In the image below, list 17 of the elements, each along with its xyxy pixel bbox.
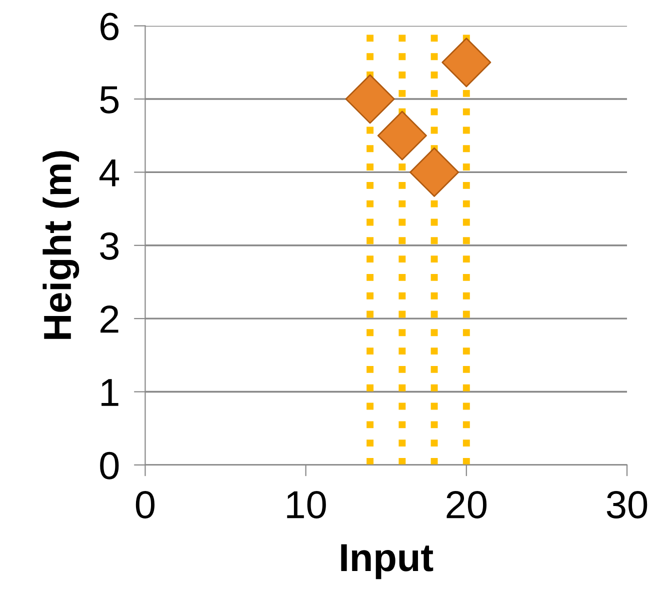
y-tick-label: 5 [100, 86, 119, 114]
point [442, 38, 492, 88]
y-tick-label: 4 [99, 160, 120, 186]
point [410, 147, 460, 197]
x-axis-title: Input [341, 544, 434, 580]
x-tick-label: 0 [136, 490, 154, 519]
point [345, 74, 395, 124]
x-tick-label: 30 [606, 490, 648, 519]
x-tick-label: 10 [287, 490, 326, 519]
x-tick-label: 20 [446, 490, 487, 519]
point [377, 110, 427, 160]
y-axis-title: Height (m) [42, 151, 80, 339]
y-tick-label: 2 [100, 306, 118, 333]
y-tick-label: 6 [100, 12, 118, 40]
y-tick-label: 3 [100, 232, 118, 260]
y-tick-label: 0 [100, 452, 119, 480]
y-tick-label: 1 [102, 379, 118, 406]
